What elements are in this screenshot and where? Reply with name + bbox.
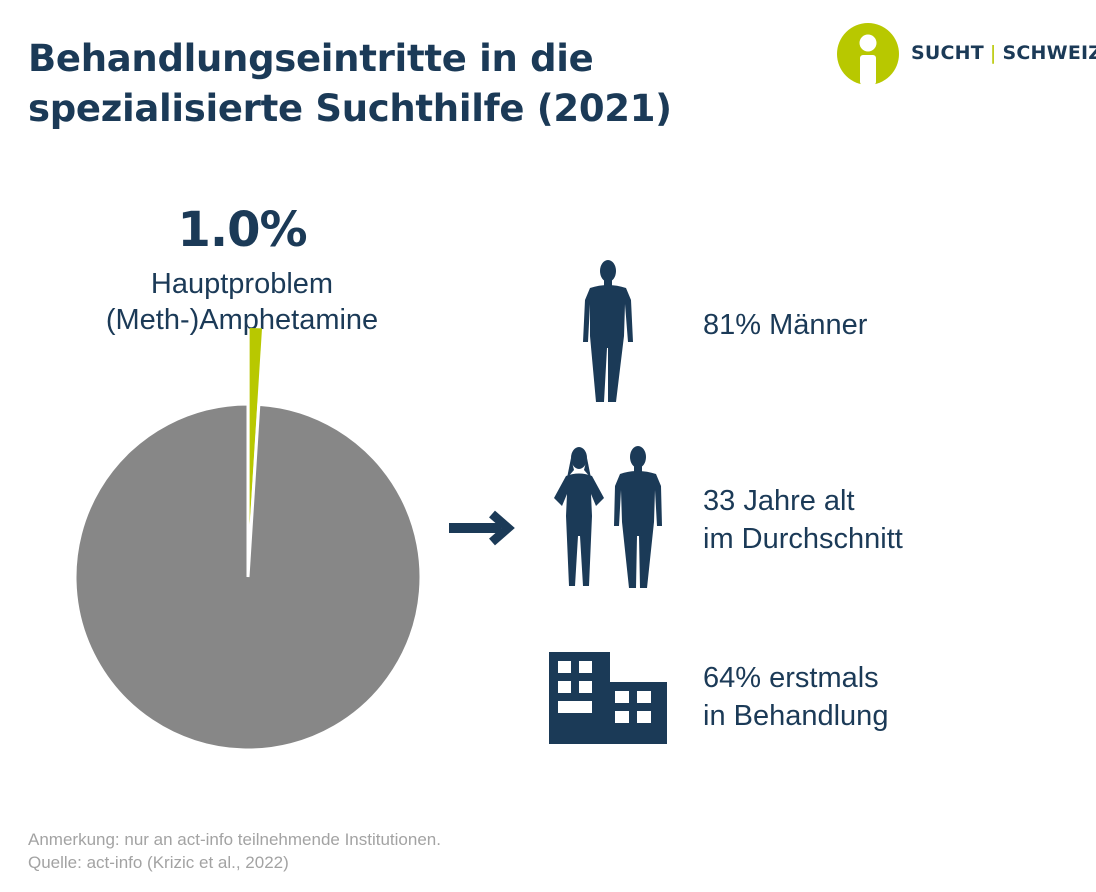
footer: Anmerkung: nur an act-info teilnehmende … <box>28 828 441 874</box>
logo-text-left: SUCHT <box>911 42 984 64</box>
stat-age-line-1: 33 Jahre alt <box>703 485 855 517</box>
stat-first-line-1: 64% erstmals <box>703 662 879 694</box>
title-line-2: spezialisierte Suchthilfe (2021) <box>28 87 672 130</box>
highlight-percentage: 1.0% <box>177 202 307 258</box>
stat-age: 33 Jahre alt im Durchschnitt <box>703 482 903 558</box>
pie-slice-meth-amphetamine <box>249 328 263 526</box>
logo-text-right: SCHWEIZ <box>1002 42 1096 64</box>
highlight-label-line-1: Hauptproblem <box>150 268 334 300</box>
chart-title: Behandlungseintritte in die spezialisier… <box>28 34 672 134</box>
highlight-label-line-2: (Meth-)Amphetamine <box>105 304 379 336</box>
sucht-schweiz-logo: SUCHT | SCHWEIZ <box>836 22 1096 86</box>
logo-separator: | <box>989 42 997 64</box>
stat-men-line-1: 81% Männer <box>703 309 868 341</box>
stat-men: 81% Männer <box>703 306 867 344</box>
logo-person-icon <box>837 23 899 85</box>
title-line-1: Behandlungseintritte in die <box>28 37 594 80</box>
footer-note: Anmerkung: nur an act-info teilnehmende … <box>28 830 441 849</box>
woman-and-man-silhouette-icon <box>554 446 662 588</box>
building-icon <box>549 652 667 744</box>
arrow-right-icon <box>449 510 515 546</box>
logo-text: SUCHT | SCHWEIZ <box>911 42 1096 64</box>
man-silhouette-icon <box>583 260 633 402</box>
stat-first-treatment: 64% erstmals in Behandlung <box>703 659 888 735</box>
stat-first-line-2: in Behandlung <box>703 700 889 732</box>
highlight-label: Hauptproblem (Meth-)Amphetamine <box>60 266 424 338</box>
footer-source: Quelle: act-info (Krizic et al., 2022) <box>28 853 289 872</box>
stat-age-line-2: im Durchschnitt <box>703 523 903 555</box>
pie-slice-other <box>73 402 423 752</box>
